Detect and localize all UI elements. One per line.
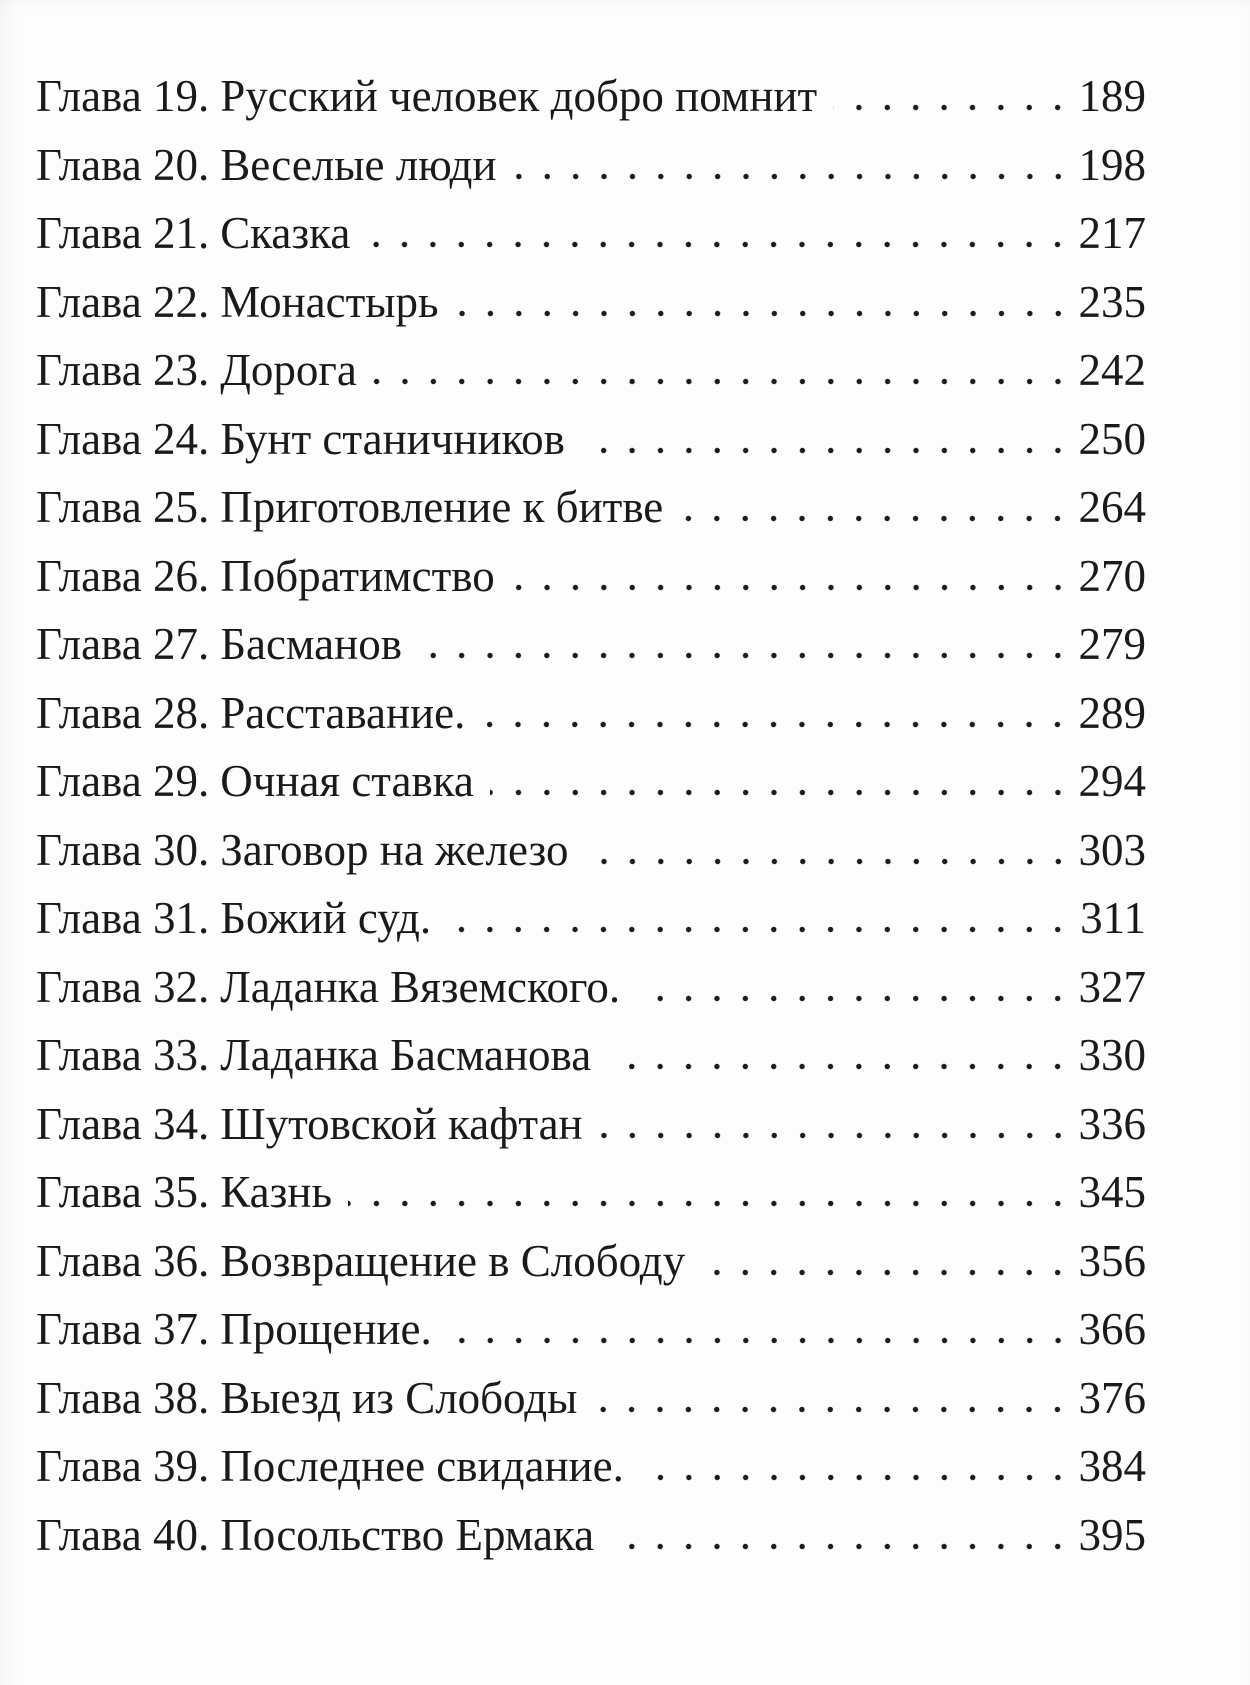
toc-entry: Глава 40. Посольство Ермака 395 — [36, 1501, 1146, 1570]
page-number: 336 — [1078, 1098, 1147, 1149]
page-number: 189 — [1078, 71, 1147, 121]
table-of-contents: Глава 19. Русский человек добро помнит 189… — [36, 62, 1146, 1569]
page-number: 289 — [1078, 687, 1147, 738]
chapter-title: Божий суд. — [220, 893, 432, 943]
chapter-title: Прощение. — [220, 1304, 432, 1354]
chapter-label: Глава 28. — [36, 687, 210, 738]
chapter-label: Глава 24. — [36, 413, 210, 464]
chapter-title: Посольство Ермака — [220, 1509, 595, 1560]
chapter-title: Приготовление к битве — [220, 482, 664, 532]
toc-entry: Глава 19. Русский человек добро помнит 189 — [36, 62, 1146, 131]
chapter-label: Глава 20. — [36, 139, 210, 190]
toc-entry: Глава 22. Монастырь 235 — [36, 268, 1146, 337]
chapter-label: Глава 34. — [36, 1098, 210, 1149]
chapter-title: Ладанка Вяземского. — [220, 961, 621, 1012]
chapter-label: Глава 30. — [36, 824, 210, 875]
page-number: 250 — [1078, 413, 1147, 464]
page-number: 279 — [1078, 619, 1147, 669]
page-number: 270 — [1078, 550, 1147, 601]
chapter-title: Басманов — [220, 619, 402, 669]
chapter-title: Дорога — [220, 345, 357, 395]
chapter-title: Последнее свидание. — [220, 1441, 624, 1491]
page-number: 303 — [1078, 824, 1147, 875]
toc-entry: Глава 36. Возвращение в Слободу 356 — [36, 1227, 1146, 1296]
page-number: 264 — [1078, 482, 1147, 532]
page-number: 235 — [1078, 276, 1147, 327]
chapter-title: Выезд из Слободы — [220, 1372, 578, 1423]
page-number: 327 — [1078, 961, 1147, 1012]
chapter-title: Возвращение в Слободу — [220, 1235, 686, 1286]
chapter-label: Глава 39. — [36, 1441, 210, 1491]
toc-entry: Глава 27. Басманов 279 — [36, 610, 1146, 679]
toc-entry: Глава 23. Дорога 242 — [36, 336, 1146, 405]
toc-entry: Глава 38. Выезд из Слободы 376 — [36, 1364, 1146, 1433]
chapter-label: Глава 21. — [36, 208, 210, 258]
page-number: 242 — [1078, 345, 1147, 395]
toc-entry: Глава 26. Побратимство 270 — [36, 542, 1146, 611]
page-number: 384 — [1078, 1441, 1147, 1491]
chapter-label: Глава 27. — [36, 619, 210, 669]
chapter-label: Глава 31. — [36, 893, 210, 943]
page-number: 345 — [1078, 1167, 1147, 1217]
page-number: 311 — [1080, 893, 1146, 943]
page-number: 356 — [1078, 1235, 1147, 1286]
chapter-title: Шутовской кафтан — [220, 1098, 583, 1149]
chapter-label: Глава 38. — [36, 1372, 210, 1423]
toc-entry: Глава 35. Казнь 345 — [36, 1158, 1146, 1227]
toc-entry: Глава 31. Божий суд. 311 — [36, 884, 1146, 953]
page-number: 330 — [1078, 1030, 1147, 1080]
chapter-title: Монастырь — [220, 276, 439, 327]
chapter-title: Казнь — [220, 1167, 332, 1217]
toc-entry: Глава 37. Прощение. 366 — [36, 1295, 1146, 1364]
chapter-label: Глава 25. — [36, 482, 210, 532]
chapter-label: Глава 36. — [36, 1235, 210, 1286]
chapter-label: Глава 40. — [36, 1509, 210, 1560]
chapter-label: Глава 26. — [36, 550, 210, 601]
toc-entry: Глава 34. Шутовской кафтан 336 — [36, 1090, 1146, 1159]
toc-entry: Глава 21. Сказка 217 — [36, 199, 1146, 268]
page-number: 217 — [1078, 208, 1147, 258]
page-number: 198 — [1078, 139, 1147, 190]
chapter-title: Очная ставка — [220, 756, 474, 806]
chapter-title: Заговор на железо — [220, 824, 569, 875]
page-number: 294 — [1078, 756, 1147, 806]
chapter-label: Глава 33. — [36, 1030, 210, 1080]
toc-entry: Глава 24. Бунт станичников 250 — [36, 405, 1146, 474]
page-number: 376 — [1078, 1372, 1147, 1423]
toc-entry: Глава 20. Веселые люди 198 — [36, 131, 1146, 200]
chapter-title: Расставание. — [220, 687, 466, 738]
page-number: 395 — [1078, 1509, 1147, 1560]
chapter-label: Глава 29. — [36, 756, 210, 806]
toc-entry: Глава 25. Приготовление к битве 264 — [36, 473, 1146, 542]
chapter-label: Глава 37. — [36, 1304, 210, 1354]
chapter-label: Глава 19. — [36, 71, 210, 121]
chapter-title: Русский человек добро помнит — [220, 71, 818, 121]
chapter-title: Ладанка Басманова — [220, 1030, 592, 1080]
chapter-title: Сказка — [220, 208, 351, 258]
chapter-title: Бунт станичников — [220, 413, 565, 464]
chapter-title: Веселые люди — [220, 139, 497, 190]
toc-entry: Глава 32. Ладанка Вяземского. 327 — [36, 953, 1146, 1022]
page-number: 366 — [1078, 1304, 1147, 1354]
toc-entry: Глава 39. Последнее свидание. 384 — [36, 1432, 1146, 1501]
toc-entry: Глава 29. Очная ставка 294 — [36, 747, 1146, 816]
toc-entry: Глава 28. Расставание. 289 — [36, 679, 1146, 748]
toc-entry: Глава 30. Заговор на железо 303 — [36, 816, 1146, 885]
chapter-label: Глава 35. — [36, 1167, 210, 1217]
chapter-label: Глава 22. — [36, 276, 210, 327]
chapter-label: Глава 32. — [36, 961, 210, 1012]
toc-entry: Глава 33. Ладанка Басманова 330 — [36, 1021, 1146, 1090]
chapter-title: Побратимство — [220, 550, 495, 601]
chapter-label: Глава 23. — [36, 345, 210, 395]
